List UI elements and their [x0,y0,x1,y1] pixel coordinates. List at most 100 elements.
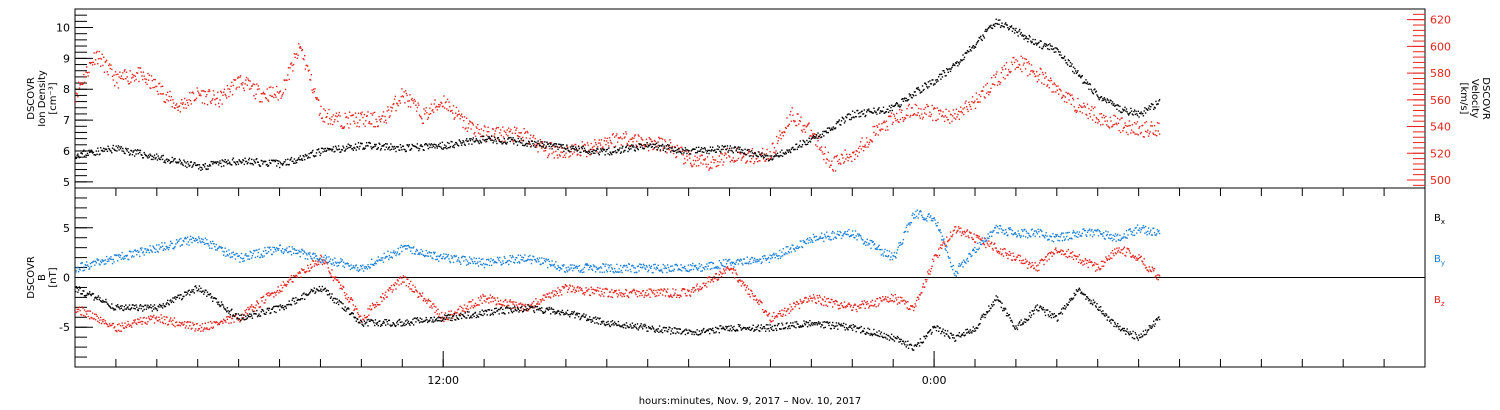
velocity-series-point [1132,131,1134,133]
bz-series-point [507,304,509,306]
density-series-point [127,148,129,150]
velocity-series-point [300,47,302,49]
density-series-point [999,26,1002,29]
bz-series-point [799,299,801,301]
bz-series-point [829,301,831,304]
bz-series-point [745,286,748,289]
bz-series-point [639,295,641,297]
bz-series-point [298,272,300,275]
velocity-series-point [501,140,503,143]
density-series-point [202,164,204,166]
velocity-series-point [710,161,712,163]
velocity-series-point [189,100,192,102]
density-series-point [835,122,838,125]
velocity-series-point [513,139,515,141]
velocity-series-point [281,95,283,97]
density-series-point [251,158,253,161]
by-series-point [123,255,125,258]
density-series-point [752,155,754,158]
bz-series-point [846,305,849,307]
density-series-point [995,18,997,20]
density-series-point [180,163,182,165]
density-series-point [671,147,673,149]
bz-series-point [245,308,248,311]
velocity-series-point [1097,122,1099,124]
bz-series-point [870,301,872,303]
by-series-point [77,266,79,268]
density-series-point [410,147,413,150]
velocity-series-point [1035,75,1037,77]
by-series-point [388,258,390,260]
bz-series-point [258,306,260,308]
velocity-series-point [587,144,589,146]
bz-series-point [1089,261,1092,263]
velocity-series-point [214,103,217,106]
bz-series-point [269,293,271,295]
density-series-point [277,162,279,165]
density-series-point [282,163,285,165]
bz-series-point [127,320,129,323]
bz-series-point [800,300,802,303]
by-series-point [267,251,270,253]
bz-series-point [409,288,411,290]
velocity-series-point [538,144,541,146]
density-series-point [589,151,591,153]
bz-series-point [723,268,725,270]
density-series-point [1010,26,1012,28]
density-series-point [607,153,609,155]
density-series-point [300,159,302,161]
bz-series-point [1095,263,1097,265]
velocity-series-point [290,62,293,64]
bz-series-point [938,254,941,257]
density-series-point [974,45,976,48]
velocity-series-point [599,142,601,144]
by-series-point [245,253,247,255]
bz-series-point [1086,259,1089,262]
bz-series-point [420,295,422,297]
bz-series-point [879,297,882,300]
bz-series-point [488,302,490,304]
velocity-series-point [117,73,119,75]
velocity-series-point [313,90,315,93]
density-series-point [189,161,192,163]
bz-series-point [1026,260,1028,262]
velocity-series-point [940,110,942,112]
bz-series-point [304,272,307,274]
bz-series-point [563,287,565,289]
bz-series-point [1062,250,1064,252]
bz-series-point [156,320,159,322]
bz-series-point [773,317,776,320]
density-series-point [484,139,486,141]
density-series-point [469,138,471,140]
density-series-point [516,140,518,143]
bz-series-point [453,313,455,316]
density-series-point [701,151,703,153]
bz-series-point [692,287,694,289]
velocity-series-point [1014,68,1016,70]
bz-series-point [910,305,913,308]
bz-series-point [619,292,621,294]
bz-series-point [565,285,567,287]
bz-series-point [598,294,600,296]
density-series-point [826,127,829,129]
density-series-point [982,35,985,38]
bz-series-point [874,303,876,306]
bz-series-point [781,309,783,311]
velocity-series-point [576,154,578,156]
density-series-point [602,148,604,150]
velocity-series-point [533,134,535,137]
bz-series-point [977,234,979,237]
bz-series-point [899,302,901,304]
velocity-series-point [1049,77,1052,79]
bz-series-point [771,315,773,318]
velocity-series-point [722,164,724,166]
density-series-point [820,136,823,138]
density-series-point [384,149,386,151]
density-series-point [619,152,622,154]
by-series-point [171,242,173,245]
velocity-series-point [290,63,292,65]
density-series-point [758,151,760,153]
density-series-point [467,140,469,142]
density-series-point [723,146,726,148]
velocity-series-point [382,111,385,113]
